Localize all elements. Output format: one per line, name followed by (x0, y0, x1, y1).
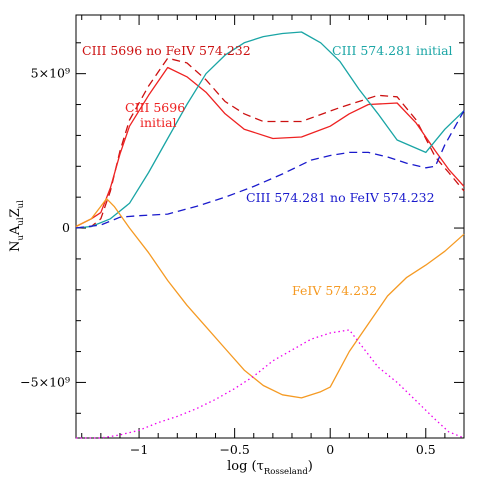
y-tick-label: −5×10⁹ (20, 374, 70, 389)
y-axis-title-z: Z (8, 208, 23, 217)
series-line-2 (75, 31, 465, 229)
series-line-4 (75, 198, 465, 399)
annotation-feiv574232: FeIV 574.232 (292, 283, 377, 298)
x-axis-title-sub: Rosseland (264, 467, 309, 477)
series-layer (75, 31, 465, 439)
x-axis-title: log (τRosseland) (227, 459, 313, 477)
y-axis-title-n-sub: u (16, 234, 26, 240)
y-axis-title-z-sub: ul (16, 200, 26, 208)
annotation-ciii5696-nofeiv: CIII 5696 no FeIV 574.232 (82, 43, 251, 58)
x-ticks: −1 −0.5 0 0.5 (81, 15, 465, 457)
series-line-5 (76, 329, 465, 439)
x-tick-label: 0.5 (416, 442, 436, 457)
y-axis-title-a: A (8, 225, 23, 236)
series-line-0 (75, 57, 465, 229)
x-tick-label: 0 (326, 442, 334, 457)
y-tick-label: 5×10⁹ (31, 66, 70, 81)
y-axis-title-a-sub: ul (16, 217, 26, 225)
x-axis-title-main: log (τ (227, 459, 264, 474)
x-tick-label: −0.5 (219, 442, 249, 457)
y-axis-title-n: N (8, 240, 23, 251)
plot-frame (75, 14, 465, 439)
x-axis-title-close: ) (308, 459, 313, 474)
y-tick-label: 0 (62, 220, 70, 235)
series-line-3 (75, 110, 465, 229)
x-tick-label: −1 (130, 442, 148, 457)
series-line-1 (75, 66, 465, 228)
y-axis-title: NuAulZul (8, 200, 26, 252)
y-ticks: 5×10⁹ 0 −5×10⁹ (20, 42, 464, 414)
annotation-ciii574281-initial: CIII 574.281 initial (332, 43, 453, 58)
annotation-ciii5696-initial-line1: CIII 5696 (125, 100, 185, 115)
annotation-ciii574281-nofeiv: CIII 574.281 no FeIV 574.232 (246, 190, 435, 205)
annotation-ciii5696-initial-line2: initial (140, 115, 177, 130)
